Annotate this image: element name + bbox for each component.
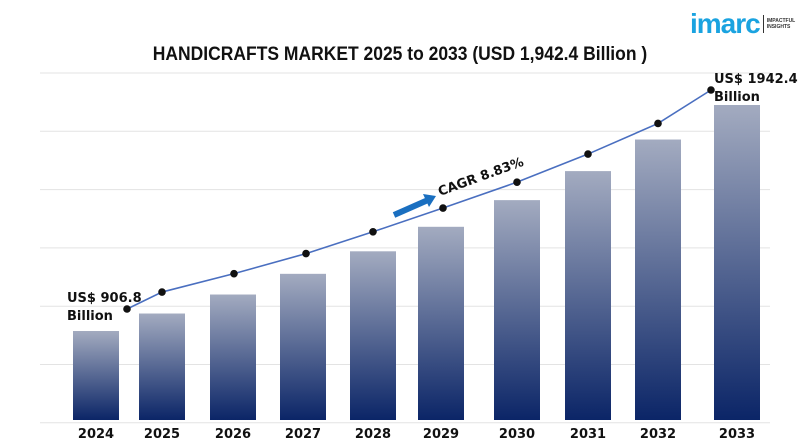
logo-word: imarc <box>690 8 761 39</box>
imarc-logo: imarc IMPACTFUL INSIGHTS <box>690 8 795 40</box>
trend-point-2029 <box>439 204 447 212</box>
logo-tagline: IMPACTFUL INSIGHTS <box>767 18 796 30</box>
trend-point-2032 <box>654 119 662 128</box>
chart-title: HANDICRAFTS MARKET 2025 to 2033 (USD 1,9… <box>152 44 648 65</box>
trend-point-2027 <box>302 249 310 258</box>
trend-point-2031 <box>584 150 592 158</box>
start-label-1: US$ 906.8 <box>67 291 142 306</box>
logo-divider <box>762 15 764 33</box>
end-label-2: Billion <box>714 90 760 105</box>
cagr-arrow-icon <box>392 194 436 218</box>
bar-2031 <box>565 171 611 420</box>
bar-2029 <box>418 226 464 420</box>
x-tick-label: 2024 <box>78 427 114 442</box>
bar-2028 <box>350 251 396 420</box>
cagr-label: CAGR 8.83% <box>436 155 526 200</box>
start-label-2: Billion <box>67 309 113 324</box>
trend-line <box>126 89 712 310</box>
trend-point-2026 <box>230 269 238 278</box>
x-tick-label: 2026 <box>215 427 251 442</box>
bar-2033 <box>714 105 760 420</box>
bar-2025 <box>139 313 185 420</box>
x-tick-label: 2032 <box>640 427 676 442</box>
trend-point-2024 <box>123 305 131 313</box>
trend-point-2030 <box>513 178 521 186</box>
x-tick-label: 2028 <box>355 427 391 442</box>
x-tick-label: 2030 <box>499 427 535 442</box>
x-tick-label: 2027 <box>285 427 321 442</box>
logo-tagline-2: INSIGHTS <box>766 24 791 30</box>
bar-2026 <box>210 294 256 420</box>
logo-tagline-1: IMPACTFUL <box>766 18 796 24</box>
bar-2024 <box>73 331 119 420</box>
bar-2032 <box>635 139 681 420</box>
trend-point-2033 <box>707 86 715 94</box>
trend-point-2028 <box>369 227 377 236</box>
x-tick-label: 2031 <box>570 427 606 442</box>
x-tick-label: 2029 <box>423 427 459 442</box>
x-tick-label: 2025 <box>144 427 180 442</box>
x-tick-label: 2033 <box>719 427 755 442</box>
bar-2030 <box>494 200 540 420</box>
end-label-1: US$ 1942.4 <box>714 72 798 87</box>
trend-point-2025 <box>158 288 166 296</box>
bar-2027 <box>280 273 326 420</box>
